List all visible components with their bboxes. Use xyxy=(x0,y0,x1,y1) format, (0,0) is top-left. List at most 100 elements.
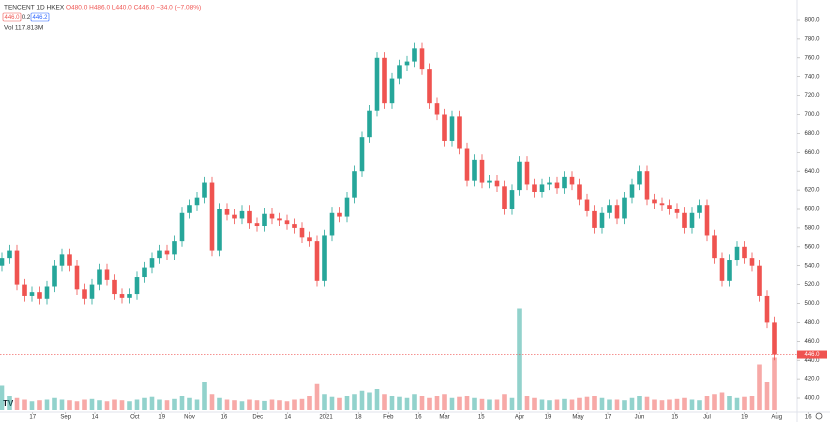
candle-body xyxy=(742,246,747,259)
volume-bar xyxy=(479,398,485,410)
volume-bar xyxy=(22,399,27,410)
volume-bar xyxy=(704,396,710,410)
volume-bar xyxy=(352,394,357,410)
candle-body xyxy=(314,241,320,281)
candle-body xyxy=(667,205,672,209)
x-tick-label: Feb xyxy=(383,415,394,421)
candle-body xyxy=(749,258,755,266)
volume-bar xyxy=(29,401,35,410)
candle-body xyxy=(607,205,612,213)
candle-body xyxy=(187,205,192,213)
candle-body xyxy=(22,284,27,296)
volume-bar xyxy=(82,399,87,410)
candle-body xyxy=(262,213,267,227)
price-label-box xyxy=(797,350,827,359)
candle-body xyxy=(457,116,462,149)
x-tick-label: Nov xyxy=(184,415,195,421)
y-tick-label: 440.0 xyxy=(804,358,820,364)
candle-body xyxy=(164,250,170,255)
candle-body xyxy=(554,182,560,189)
candle-body xyxy=(127,294,132,298)
candle-body xyxy=(494,180,500,187)
candle-body xyxy=(674,209,680,213)
volume-bar xyxy=(637,396,642,410)
candle-body xyxy=(142,267,147,278)
x-tick-label: 16 xyxy=(805,415,812,421)
y-tick-label: 500.0 xyxy=(804,301,820,307)
volume-bar xyxy=(119,400,125,410)
candle-body xyxy=(412,48,417,62)
volume-bar xyxy=(562,398,567,410)
volume-bar xyxy=(449,397,455,410)
candle-body xyxy=(374,57,380,111)
volume-bar xyxy=(772,357,777,410)
x-tick-label: Oct xyxy=(130,415,140,421)
volume-bar xyxy=(322,394,327,410)
volume-bar xyxy=(674,398,680,410)
volume-bar xyxy=(337,397,342,410)
candle-body xyxy=(284,220,290,225)
candle-body xyxy=(329,212,335,236)
candle-body xyxy=(89,284,95,299)
volume-bar xyxy=(592,396,597,410)
candle-body xyxy=(37,292,42,299)
x-tick-label: 14 xyxy=(92,415,99,421)
volume-bar xyxy=(247,399,252,410)
volume-bar xyxy=(359,390,365,410)
sell-box xyxy=(2,12,22,22)
candle-body xyxy=(584,199,590,211)
volume-bar xyxy=(749,396,755,410)
volume-bar xyxy=(412,394,417,410)
volume-bar xyxy=(404,397,410,410)
x-tick-label: 15 xyxy=(671,415,678,421)
volume-bar xyxy=(239,401,245,410)
settings-icon[interactable] xyxy=(815,412,823,420)
volume-bar xyxy=(0,385,5,410)
candle-body xyxy=(712,235,717,259)
volume-bar xyxy=(37,400,42,410)
candle-body xyxy=(524,161,530,185)
candle-body xyxy=(97,269,102,285)
volume-bar xyxy=(7,396,12,410)
x-tick-label: Sep xyxy=(60,415,71,421)
y-tick-label: 660.0 xyxy=(804,150,820,156)
candle-body xyxy=(682,212,687,228)
candle-body xyxy=(29,292,35,296)
volume-bar xyxy=(712,394,717,410)
candle-body xyxy=(479,159,485,183)
candle-body xyxy=(149,258,155,268)
volume-bar xyxy=(209,394,215,410)
candle-body xyxy=(644,171,650,200)
volume-bar xyxy=(607,399,612,410)
y-tick-label: 780.0 xyxy=(804,36,820,42)
spread: 0.2 xyxy=(22,15,31,21)
volume-bar xyxy=(427,397,432,410)
x-tick-label: 15 xyxy=(478,415,485,421)
candle-body xyxy=(82,289,87,299)
candle-body xyxy=(194,197,200,206)
x-tick-label: Dec xyxy=(252,415,263,421)
candle-body xyxy=(359,137,365,172)
volume-bar xyxy=(367,392,372,410)
x-tick-label: 14 xyxy=(284,415,291,421)
candle-body xyxy=(419,48,425,70)
volume-bar xyxy=(97,400,102,410)
candle-body xyxy=(119,294,125,298)
volume-bar xyxy=(134,399,140,410)
candle-body xyxy=(337,212,342,217)
candle-body xyxy=(307,237,312,242)
volume-bar xyxy=(104,401,110,410)
y-tick-label: 520.0 xyxy=(804,282,820,288)
volume-bar xyxy=(659,400,665,410)
x-tick-label: Apr xyxy=(515,415,524,421)
y-tick-label: 620.0 xyxy=(804,188,820,194)
volume-bar xyxy=(202,382,207,410)
candle-body xyxy=(179,212,185,242)
volume-bar xyxy=(89,398,95,410)
volume-bar xyxy=(719,392,725,410)
candle-body xyxy=(344,197,350,217)
volume-bar xyxy=(487,399,492,410)
candle-body xyxy=(209,182,215,251)
volume-bar xyxy=(682,397,687,410)
volume-bar xyxy=(292,399,297,410)
